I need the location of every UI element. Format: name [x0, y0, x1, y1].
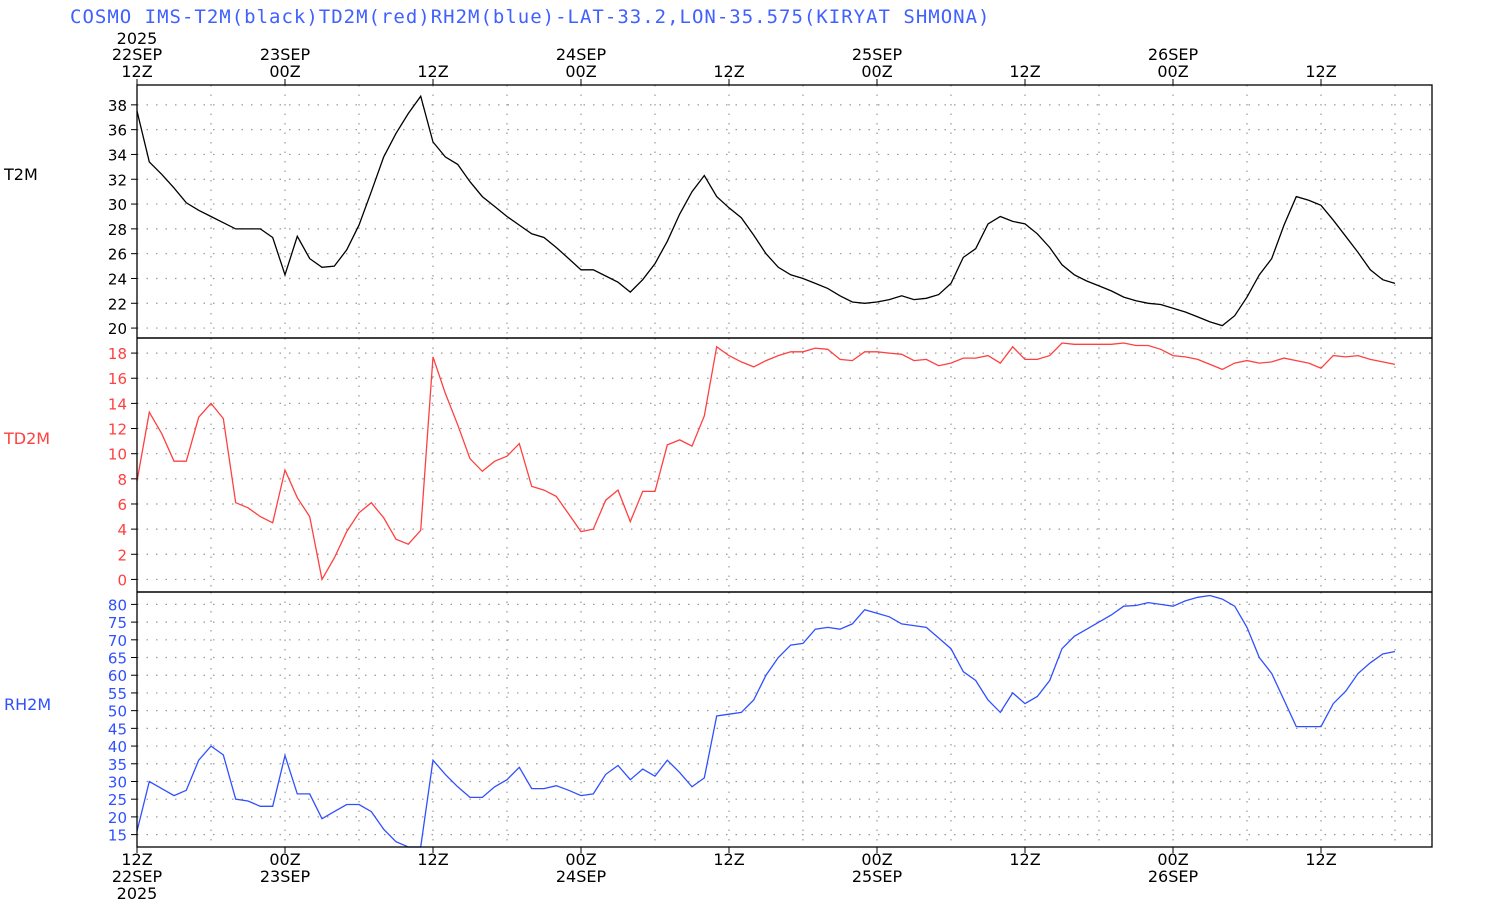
y-tick-label: 40	[108, 738, 127, 756]
x-date-label-bottom: 23SEP	[260, 867, 311, 886]
x-date-label-bottom: 25SEP	[852, 867, 903, 886]
x-tick-label-bottom: 00Z	[1157, 850, 1188, 869]
x-date-label-bottom: 22SEP	[112, 867, 163, 886]
x-tick-label-bottom: 00Z	[861, 850, 892, 869]
y-tick-label: 36	[108, 122, 127, 140]
y-tick-label: 18	[108, 345, 127, 363]
y-tick-label: 10	[108, 446, 127, 464]
x-date-label-top: 24SEP	[556, 45, 607, 64]
y-tick-label: 30	[108, 196, 127, 214]
x-tick-label-top: 12Z	[121, 62, 152, 81]
x-tick-label-bottom: 12Z	[417, 850, 448, 869]
y-tick-label: 25	[108, 791, 127, 809]
y-tick-label: 34	[108, 146, 127, 164]
x-date-label-top: 26SEP	[1148, 45, 1199, 64]
y-tick-label: 70	[108, 632, 127, 650]
series-line-rh2m	[136, 594, 1396, 848]
x-tick-label-top: 12Z	[417, 62, 448, 81]
x-date-label-bottom: 26SEP	[1148, 867, 1199, 886]
x-tick-label-top: 12Z	[713, 62, 744, 81]
y-tick-label: 16	[108, 370, 127, 388]
y-tick-label: 6	[117, 496, 127, 514]
y-axis-label: RH2M	[4, 695, 51, 714]
y-tick-label: 32	[108, 171, 127, 189]
y-tick-label: 8	[117, 471, 127, 489]
x-tick-label-top: 00Z	[565, 62, 596, 81]
y-tick-label: 28	[108, 221, 127, 239]
x-tick-label-bottom: 00Z	[269, 850, 300, 869]
x-date-label-top: 23SEP	[260, 45, 311, 64]
panel-t2m: 20 22 24 26 28 30 32 34 36 38 T2M	[3, 85, 1432, 338]
y-tick-label: 35	[108, 756, 127, 774]
y-tick-label: 75	[108, 614, 127, 632]
y-tick-label: 26	[108, 246, 127, 264]
y-tick-label: 12	[108, 421, 127, 439]
y-tick-label: 65	[108, 650, 127, 668]
x-tick-label-bottom: 12Z	[713, 850, 744, 869]
x-tick-label-bottom: 12Z	[121, 850, 152, 869]
x-tick-label-top: 00Z	[1157, 62, 1188, 81]
y-tick-label: 60	[108, 667, 127, 685]
x-tick-label-bottom: 12Z	[1305, 850, 1336, 869]
x-tick-label-top: 12Z	[1009, 62, 1040, 81]
x-tick-label-bottom: 12Z	[1009, 850, 1040, 869]
y-tick-label: 38	[108, 97, 127, 115]
y-tick-label: 22	[108, 295, 127, 313]
y-tick-label: 4	[117, 521, 127, 539]
y-tick-label: 15	[108, 827, 127, 845]
x-tick-label-bottom: 00Z	[565, 850, 596, 869]
x-date-label-bottom: 24SEP	[556, 867, 607, 886]
chart-title: COSMO IMS-T2M(black)TD2M(red)RH2M(blue)-…	[70, 6, 991, 28]
y-tick-label: 20	[108, 809, 127, 827]
series-line-t2m	[136, 94, 1396, 327]
y-axis-label: TD2M	[3, 429, 50, 448]
y-tick-label: 45	[108, 720, 127, 738]
y-tick-label: 55	[108, 685, 127, 703]
y-tick-label: 80	[108, 596, 127, 614]
y-tick-label: 2	[117, 546, 127, 564]
x-tick-label-top: 00Z	[269, 62, 300, 81]
x-year-label-top: 2025	[117, 29, 158, 48]
y-tick-label: 30	[108, 773, 127, 791]
x-tick-label-top: 00Z	[861, 62, 892, 81]
y-axis-label: T2M	[3, 165, 38, 184]
x-date-label-top: 22SEP	[112, 45, 163, 64]
y-tick-label: 24	[108, 270, 127, 288]
panel-td2m: 0 2 4 6 8 10 12 14 16 18 TD2M	[3, 338, 1432, 592]
x-date-label-top: 25SEP	[852, 45, 903, 64]
y-tick-label: 14	[108, 395, 127, 413]
x-tick-label-top: 12Z	[1305, 62, 1336, 81]
y-tick-label: 0	[117, 571, 127, 589]
y-tick-label: 50	[108, 703, 127, 721]
plot-frame	[136, 84, 1433, 848]
y-tick-label: 20	[108, 320, 127, 338]
series-line-td2m	[136, 342, 1396, 582]
x-year-label-bottom: 2025	[117, 884, 158, 900]
